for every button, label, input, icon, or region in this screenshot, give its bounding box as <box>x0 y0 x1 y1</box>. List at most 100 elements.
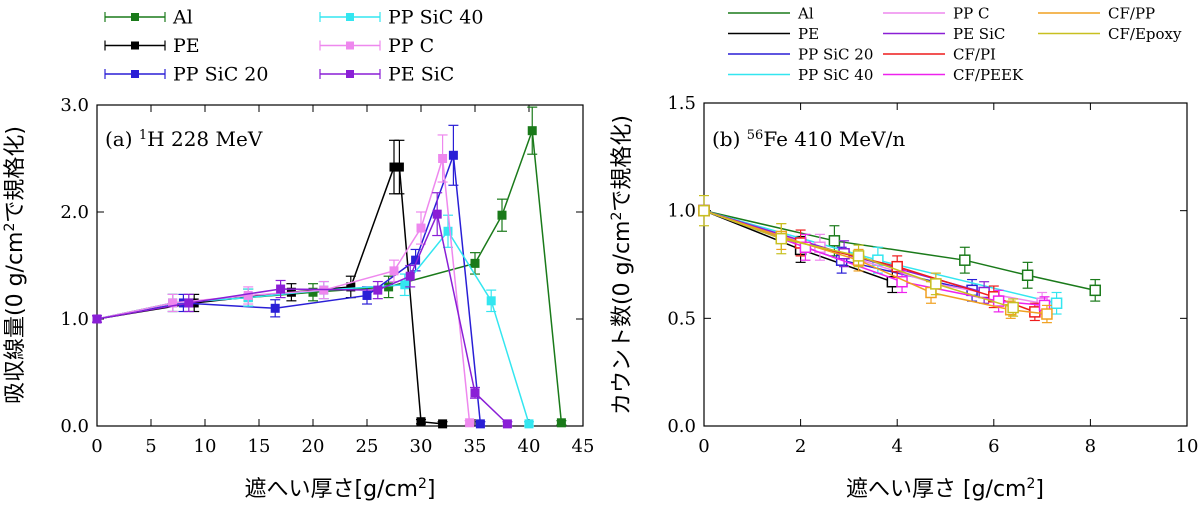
chart-b-legend-label: PP SiC 20 <box>798 45 873 63</box>
chart-a-data-point <box>438 419 448 429</box>
chart-b-legend-label: PE <box>798 25 819 43</box>
chart-b-y-tick-label: 1.0 <box>667 201 696 222</box>
chart-a-x-tick-label: 40 <box>518 436 541 457</box>
chart-b-plot-frame <box>703 102 1188 427</box>
chart-a-x-tick-label: 30 <box>410 436 433 457</box>
chart-b-legend-label: CF/PEEK <box>953 66 1024 84</box>
chart-a-data-point <box>448 150 458 160</box>
chart-a-legend: Al PE PP SiC 20 PP SiC 40 PP C PE SiC <box>104 7 483 86</box>
chart-b-x-tick-label: 6 <box>988 436 999 457</box>
chart-a-data-point <box>502 419 512 429</box>
chart-b-legend-entry: CF/PEEK <box>883 66 1024 84</box>
chart-a-y-tick-label: 3.0 <box>60 95 89 116</box>
chart-a-legend-marker <box>131 70 139 78</box>
chart-a-series <box>92 106 567 429</box>
chart-b-data-point <box>1041 308 1053 320</box>
chart-a-x-tick-label: 25 <box>356 436 379 457</box>
chart-b-legend-label: CF/PI <box>953 45 996 63</box>
chart-a-legend-entry: PE SiC <box>319 64 454 86</box>
chart-a-data-point <box>405 271 415 281</box>
chart-a-data-point <box>475 419 485 429</box>
chart-b-legend-label: PE SiC <box>953 25 1005 43</box>
chart-b-legend-entry: CF/PI <box>883 45 996 63</box>
chart-a-legend-label: PP SiC 20 <box>173 64 268 86</box>
chart-a-plot-frame <box>96 104 584 427</box>
chart-a-x-axis-label: 遮へい厚さ[g/cm2] <box>244 476 435 502</box>
chart-b-legend-label: PP C <box>953 4 989 22</box>
chart-a-x-tick-label: 15 <box>248 436 271 457</box>
chart-b-y-tick-label: 1.5 <box>667 93 696 114</box>
chart-a-data-point <box>470 258 480 268</box>
chart-a-legend-label: PP SiC 40 <box>388 7 483 29</box>
chart-a-data-point <box>443 226 453 236</box>
chart-a-legend-entry: PP SiC 20 <box>104 64 268 86</box>
chart-a-data-point <box>527 126 537 136</box>
chart-a-y-tick-label: 1.0 <box>60 309 89 330</box>
chart-b-legend-entry: CF/PP <box>1038 4 1155 22</box>
chart-a-data-point <box>276 284 286 294</box>
chart-b-data-point <box>799 241 812 254</box>
chart-b-x-tick-label: 2 <box>795 436 806 457</box>
chart-a-series-line <box>96 166 443 425</box>
chart-b-ticks: 0 2 4 6 8 10 0.0 0.5 1.0 1.5 <box>667 93 1198 457</box>
chart-b-data-point <box>852 250 865 262</box>
chart-a-data-point <box>556 418 566 428</box>
chart-a-series-line <box>96 211 508 425</box>
chart-a-data-point <box>470 388 480 398</box>
chart-a-data-point <box>92 314 102 324</box>
chart-a-series-pe <box>92 139 448 429</box>
chart-b-legend-entry: PP SiC 40 <box>728 66 873 84</box>
chart-a-series-pp-sic-40 <box>92 214 534 429</box>
chart-a-x-tick-label: 45 <box>572 436 595 457</box>
chart-a-data-point <box>184 298 194 308</box>
chart-a-y-axis-label: 吸収線量(0 g/cm2で規格化) <box>2 126 28 404</box>
chart-b-data-point <box>828 235 841 247</box>
chart-a-legend-marker <box>131 41 139 50</box>
chart-a-data-point <box>486 296 496 306</box>
chart-a-data-point <box>168 298 178 308</box>
chart-a-series-al <box>92 106 567 428</box>
chart-a-data-point <box>438 154 448 163</box>
chart-a-legend-label: PE SiC <box>388 64 454 86</box>
chart-a-series-line <box>96 130 563 423</box>
chart-a-legend-label: PP C <box>388 35 434 57</box>
chart-a-legend-entry: PE <box>104 35 200 57</box>
chart-a-y-tick-label: 0.0 <box>60 416 89 437</box>
chart-b-legend-entry: PP C <box>883 4 989 22</box>
chart-a-data-point <box>243 290 253 300</box>
chart-b-series <box>698 194 1101 324</box>
chart-a-ticks: 0 5 10 15 20 25 30 35 40 45 0.0 1.0 2.0 3.0 <box>60 95 594 457</box>
chart-b-data-point <box>698 204 710 217</box>
chart-b-x-axis-label: 遮へい厚さ [g/cm2] <box>846 476 1044 502</box>
chart-b-legend-label: CF/Epoxy <box>1108 25 1182 43</box>
chart-a-data-point <box>394 162 404 172</box>
chart-b-legend-entry: CF/Epoxy <box>1038 25 1182 43</box>
chart-a-legend-marker <box>346 41 354 50</box>
chart-a-series-pe-sic <box>92 192 513 429</box>
chart-b-data-point <box>1089 284 1101 297</box>
chart-b-data-point <box>775 232 788 245</box>
chart-b: Al PE PP SiC 20 PP SiC 40 PP C PE SiC CF/PI CF/… <box>609 4 1198 502</box>
chart-b-data-point <box>1007 301 1019 314</box>
chart-a-legend-label: Al <box>172 7 193 29</box>
chart-a-data-point <box>389 266 399 276</box>
chart-b-legend-entry: Al <box>728 4 814 22</box>
chart-a-legend-entry: PP SiC 40 <box>319 7 483 29</box>
chart-b-legend-entry: PE SiC <box>883 25 1005 43</box>
chart-a-data-point <box>432 209 442 219</box>
chart-a-x-tick-label: 35 <box>464 436 487 457</box>
chart-a-legend-entry: PP C <box>319 35 434 57</box>
chart-b-legend-entry: PE <box>728 25 819 43</box>
chart-a-x-tick-label: 10 <box>194 436 217 457</box>
chart-b-y-tick-label: 0.0 <box>667 416 696 437</box>
chart-a-data-point <box>400 280 410 290</box>
chart-b-legend-label: Al <box>797 4 814 22</box>
chart-a-legend-entry: Al <box>104 7 193 29</box>
chart-a-x-tick-label: 5 <box>145 436 156 457</box>
chart-a-legend-marker <box>131 13 139 21</box>
chart-a-data-point <box>524 419 534 429</box>
chart-b-annotation: (b) 56Fe 410 MeV/n <box>712 127 905 151</box>
chart-a-x-tick-label: 0 <box>91 436 102 457</box>
chart-b-series-cf-epoxy <box>698 194 1019 317</box>
